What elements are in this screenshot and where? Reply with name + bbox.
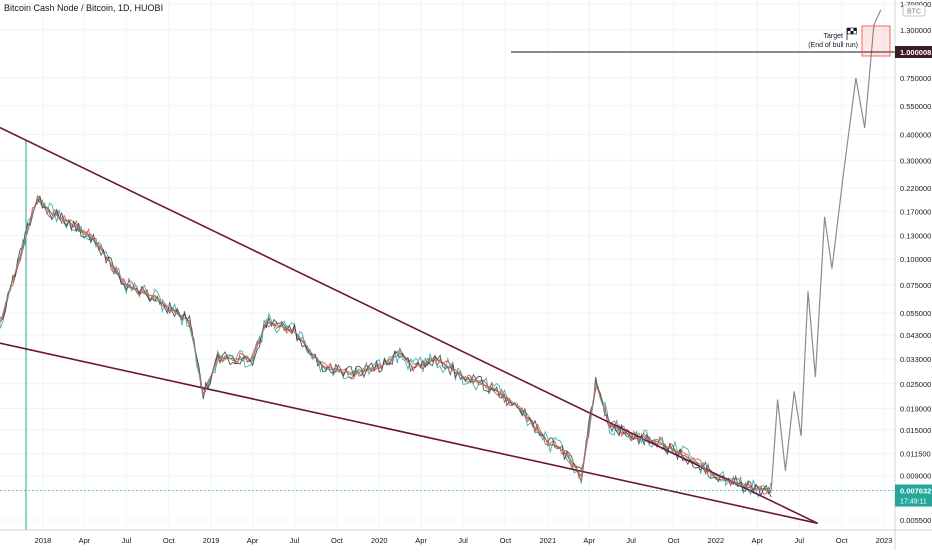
y-tick-label: 0.015000 xyxy=(900,426,931,435)
x-tick-label: Oct xyxy=(500,536,513,545)
y-tick-label: 0.005500 xyxy=(900,516,931,525)
annotation-target: Target xyxy=(824,33,844,40)
y-tick-label: 0.043000 xyxy=(900,331,931,340)
y-tick-label: 0.033000 xyxy=(900,355,931,364)
history-line xyxy=(0,195,772,492)
currency-badge xyxy=(902,4,926,17)
x-tick-label: Oct xyxy=(331,536,344,545)
flag-check xyxy=(850,31,854,34)
current-price-label: 0.007632 xyxy=(900,487,931,496)
y-tick-label: 0.019000 xyxy=(900,404,931,413)
y-tick-label: 0.075000 xyxy=(900,281,931,290)
y-tick-label: 0.025000 xyxy=(900,380,931,389)
x-tick-label: Apr xyxy=(247,536,259,545)
currency-label: BTC xyxy=(907,9,921,16)
x-tick-label: Jul xyxy=(458,536,468,545)
x-tick-label: 2018 xyxy=(35,536,52,545)
y-tick-label: 0.220000 xyxy=(900,184,931,193)
x-tick-label: Apr xyxy=(415,536,427,545)
y-tick-label: 0.300000 xyxy=(900,156,931,165)
current-price-label-bg xyxy=(895,484,932,507)
target-price-label-bg xyxy=(895,46,932,58)
y-tick-label: 0.550000 xyxy=(900,102,931,111)
trendlines xyxy=(0,126,819,525)
x-tick-label: 2022 xyxy=(708,536,725,545)
target-box xyxy=(861,25,891,57)
y-tick-label: 0.400000 xyxy=(900,130,931,139)
moving-average-line xyxy=(0,194,772,493)
x-tick-label: Apr xyxy=(79,536,91,545)
x-tick-label: 2019 xyxy=(203,536,220,545)
y-tick-label: 0.100000 xyxy=(900,255,931,264)
y-tick-label: 1.300000 xyxy=(900,26,931,35)
x-tick-label: Oct xyxy=(836,536,849,545)
x-tick-label: Jul xyxy=(626,536,636,545)
y-tick-label: 0.130000 xyxy=(900,232,931,241)
trendline xyxy=(0,342,818,525)
y-tick-label: 0.055000 xyxy=(900,309,931,318)
target-annotation: Target (End of bull run) xyxy=(511,25,895,57)
grid-layer xyxy=(0,0,895,530)
chart-title: Bitcoin Cash Node / Bitcoin, 1D, HUOBI xyxy=(4,3,164,13)
x-tick-label: Jul xyxy=(122,536,132,545)
y-tick-label: 0.011500 xyxy=(900,450,931,459)
projection-line xyxy=(770,9,882,491)
x-tick-label: Oct xyxy=(668,536,681,545)
x-tick-label: 2023 xyxy=(876,536,893,545)
annotation-subtitle: (End of bull run) xyxy=(808,42,858,49)
x-tick-label: Jul xyxy=(290,536,300,545)
y-tick-label: 0.750000 xyxy=(900,74,931,83)
x-tick-label: Apr xyxy=(752,536,764,545)
price-series xyxy=(0,9,882,492)
flag-check xyxy=(847,28,851,31)
trendline xyxy=(0,126,819,525)
y-tick-label: 0.009000 xyxy=(900,472,931,481)
x-tick-label: Apr xyxy=(583,536,595,545)
y-tick-label: 0.170000 xyxy=(900,207,931,216)
target-price-label: 1.000008 xyxy=(900,48,931,57)
y-tick-label: 1.700000 xyxy=(900,0,931,9)
x-tick-label: 2021 xyxy=(539,536,556,545)
flag-icon xyxy=(846,27,857,40)
x-tick-label: Oct xyxy=(163,536,176,545)
x-tick-label: Jul xyxy=(794,536,804,545)
x-tick-label: 2020 xyxy=(371,536,388,545)
flag-check xyxy=(853,28,857,31)
countdown-label: 17:49:11 xyxy=(900,499,927,506)
